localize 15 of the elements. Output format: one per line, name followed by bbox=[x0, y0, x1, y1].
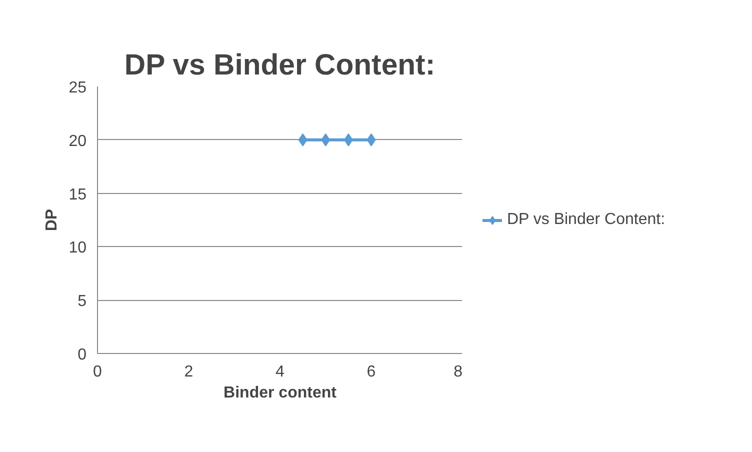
y-tick-label: 20 bbox=[68, 132, 87, 150]
y-tick-label: 0 bbox=[78, 346, 87, 364]
y-tick-label: 25 bbox=[68, 80, 87, 96]
x-tick-label: 0 bbox=[93, 364, 102, 380]
x-tick-label: 4 bbox=[276, 364, 285, 380]
chart-title: DP vs Binder Content: bbox=[124, 48, 436, 82]
legend-label: DP vs Binder Content: bbox=[507, 210, 666, 228]
x-tick-label: 6 bbox=[366, 364, 376, 380]
x-tick-label: 2 bbox=[184, 364, 194, 380]
x-tick-label: 8 bbox=[454, 364, 463, 380]
y-tick-label: 10 bbox=[68, 240, 87, 257]
x-axis-title: Binder content bbox=[224, 384, 338, 402]
y-tick-label: 15 bbox=[68, 186, 87, 204]
y-axis-title: DP bbox=[44, 208, 61, 232]
y-tick-label: 5 bbox=[78, 293, 87, 310]
